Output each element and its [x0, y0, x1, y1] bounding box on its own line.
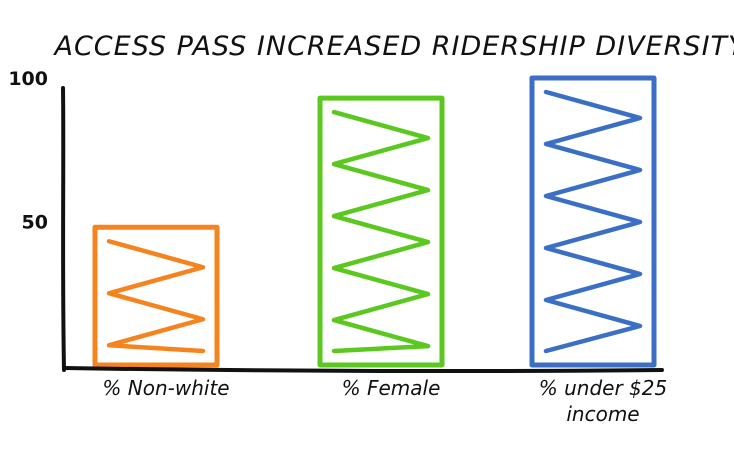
bar-outline — [529, 75, 657, 368]
x-category-label: % Female — [342, 376, 441, 400]
y-ticks: 50 100 — [8, 68, 48, 234]
x-category-label: % under $25 — [539, 376, 667, 400]
chart-title: ACCESS PASS INCREASED RIDERSHIP DIVERSIT… — [52, 31, 734, 62]
bar-2 — [317, 95, 445, 368]
bar-outline — [92, 224, 220, 368]
x-category-label: income — [566, 402, 639, 426]
x-category-label: % Non-white — [102, 376, 229, 400]
bar-scribble — [106, 238, 206, 354]
bar-scribble — [331, 109, 431, 354]
bar-3 — [529, 75, 657, 368]
bar-1 — [92, 224, 220, 368]
bars-layer — [92, 75, 657, 368]
y-tick-label: 100 — [8, 68, 48, 90]
bar-outline — [317, 95, 445, 368]
y-tick-label: 50 — [22, 212, 48, 234]
y-axis-line — [61, 86, 66, 372]
bar-scribble — [543, 89, 643, 354]
x-axis-line — [62, 366, 664, 374]
